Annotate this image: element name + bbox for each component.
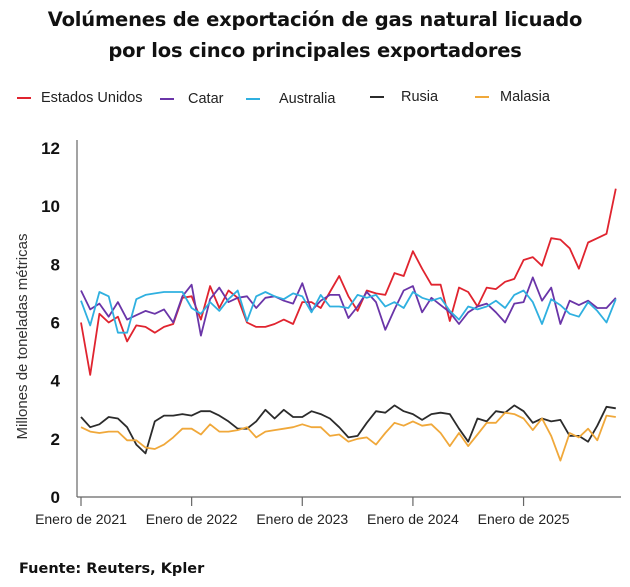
y-axis-ticks: 0 2 4 6 8 10 12	[41, 139, 60, 507]
x-tick-label: Enero de 2021	[35, 511, 127, 527]
y-tick-label: 2	[51, 430, 60, 449]
chart-title-line-2: por los cinco principales exportadores	[108, 39, 522, 62]
legend-label-australia: Australia	[279, 91, 336, 107]
legend-item-rusia: Rusia	[370, 89, 438, 105]
legend-item-malasia: Malasia	[475, 89, 550, 105]
x-axis-ticks: Enero de 2021 Enero de 2022 Enero de 2023 E…	[35, 497, 570, 527]
series-lines	[80, 188, 617, 462]
series-line-australia	[80, 289, 617, 334]
x-tick-label: Enero de 2022	[146, 511, 238, 527]
legend-item-catar: Catar	[160, 91, 223, 107]
legend-swatch-malasia	[475, 96, 489, 98]
y-tick-label: 0	[51, 488, 60, 507]
legend-label-rusia: Rusia	[401, 89, 439, 105]
legend-swatch-australia	[246, 98, 260, 100]
x-tick-label: Enero de 2025	[478, 511, 570, 527]
legend-label-catar: Catar	[188, 91, 224, 107]
legend-label-malasia: Malasia	[500, 89, 550, 105]
chart-title: Volúmenes de exportación de gas natural …	[0, 4, 630, 66]
source-note: Fuente: Reuters, Kpler	[19, 561, 205, 577]
x-tick-label: Enero de 2023	[256, 511, 348, 527]
y-tick-label: 8	[51, 255, 60, 274]
legend-item-estados-unidos: Estados Unidos	[17, 90, 143, 106]
legend-item-australia: Australia	[246, 91, 335, 107]
series-line-estados-unidos	[80, 188, 617, 376]
y-axis-label: Millones de toneladas métricas	[14, 234, 31, 440]
series-line-malasia	[80, 411, 616, 462]
chart-title-line-1: Volúmenes de exportación de gas natural …	[47, 8, 583, 31]
legend-swatch-estados-unidos	[17, 97, 31, 99]
legend-label-estados-unidos: Estados Unidos	[41, 90, 143, 106]
series-line-rusia	[80, 404, 616, 455]
legend-swatch-catar	[160, 98, 174, 100]
legend-swatch-rusia	[370, 96, 384, 98]
y-tick-label: 4	[51, 372, 61, 391]
y-tick-label: 12	[41, 139, 60, 158]
x-tick-label: Enero de 2024	[367, 511, 459, 527]
y-tick-label: 6	[51, 314, 60, 333]
y-tick-label: 10	[41, 197, 60, 216]
legend: Estados Unidos Catar Australia Rusia Mal…	[0, 89, 630, 112]
